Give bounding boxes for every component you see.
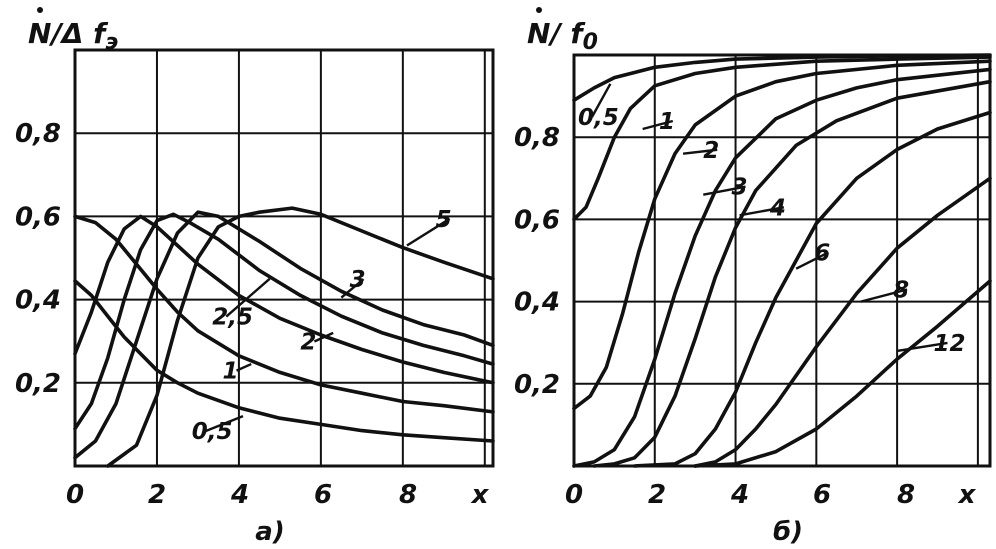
- panel-a-ylabel: N/Δ fэ: [28, 17, 118, 55]
- panel-b-ytick-label: 0,8: [514, 123, 560, 153]
- panel-a-xtick-label: 2: [148, 480, 166, 510]
- panel-a-grid: [75, 50, 493, 466]
- panel-a-curve-1: [73, 214, 495, 414]
- panel-a-curve-5: [106, 206, 495, 468]
- panel-a-leader: [225, 277, 271, 318]
- panel-b-leader: [682, 148, 718, 155]
- panel-b-curve-3: [572, 67, 992, 468]
- panel-b-curve-label: 0,5: [578, 105, 619, 131]
- panel-b-curve-2: [572, 59, 992, 411]
- panel-a-curve-3: [73, 210, 495, 460]
- panel-a-ylabel-dot: [37, 7, 43, 13]
- panel-b-curve-label: 2: [703, 138, 719, 164]
- panel-b-curve-0-5: [572, 53, 992, 102]
- panel-a-xlabel: x: [470, 480, 490, 510]
- panel-a-xtick-label: 8: [399, 480, 417, 510]
- panel-a-curve-2-5: [73, 212, 495, 431]
- panel-a-ylabel-mid: /Δ f: [48, 17, 109, 50]
- panel-b-grid: [574, 55, 990, 466]
- panel-b-leader: [703, 185, 746, 196]
- panel-b-ylabel-mid: / f: [547, 17, 586, 50]
- panel-b-leader: [795, 251, 829, 270]
- panel-b-curve-12: [693, 279, 992, 468]
- panel-b-curve-4: [592, 79, 992, 468]
- panel-b-leader: [860, 288, 908, 303]
- panel-a-curve-label: 1: [223, 359, 239, 385]
- panel-b-ylabel-main: N: [527, 17, 550, 50]
- panel-a-caption: a): [255, 517, 284, 547]
- panel-a-xtick-label: 6: [314, 480, 332, 510]
- panel-b-xtick-label: 8: [897, 480, 915, 510]
- panel-b-leader: [896, 341, 948, 353]
- panel-b-curve-1: [572, 55, 992, 222]
- panel-b-xtick-label: 2: [648, 480, 666, 510]
- panel-a-curve-label: 3: [350, 267, 366, 293]
- panel-a-ytick-label: 0,2: [15, 369, 61, 399]
- panel-a-ytick-label: 0,4: [15, 286, 61, 316]
- panel-b-ytick-label: 0,2: [514, 370, 560, 400]
- panel-a-curve-2: [73, 214, 495, 385]
- panel-b-curve-label: 4: [769, 195, 786, 221]
- panel-b-xtick-label: 6: [813, 480, 831, 510]
- panel-b-caption: б): [773, 517, 803, 547]
- panel-a-ylabel-sub: э: [105, 30, 118, 55]
- panel-a-frame: [73, 48, 495, 468]
- panel-b-ylabel: N/ f0: [527, 17, 598, 55]
- panel-a-leader: [340, 278, 365, 299]
- panel-b-xtick-label: 4: [730, 480, 749, 510]
- panel-a-leader: [236, 362, 252, 372]
- panel-b-curve-label: 12: [933, 331, 965, 357]
- panel-b-frame: [572, 53, 992, 468]
- panel-b-xtick-label: 0: [565, 480, 583, 510]
- panel-a-xtick-label: 4: [230, 480, 249, 510]
- panel-b-leader: [642, 119, 674, 131]
- panel-a-curve-label: 0,5: [192, 419, 233, 445]
- panel-a-curve-label: 5: [436, 207, 452, 233]
- panel-b-curve-label: 1: [659, 109, 675, 135]
- panel-b-ylabel-sub: 0: [583, 30, 598, 55]
- panel-a-leader: [205, 414, 244, 433]
- panel-b-curve-label: 3: [732, 175, 748, 201]
- panel-a-ylabel-main: N: [28, 17, 51, 50]
- panel-b-leader: [590, 83, 612, 118]
- panel-b-ytick-label: 0,4: [514, 288, 560, 318]
- panel-b-leader: [739, 206, 785, 217]
- panel-a-leader: [406, 217, 451, 247]
- panel-a-leader: [313, 331, 334, 343]
- panel-b-curve-label: 8: [893, 277, 909, 303]
- panel-b-curve-label: 6: [814, 241, 830, 267]
- panel-b-curve-6: [632, 110, 992, 468]
- panel-a-xtick-label: 0: [66, 480, 84, 510]
- panel-b-curve-8: [693, 176, 992, 468]
- panel-b-xlabel: x: [957, 480, 977, 510]
- panel-a-ytick-label: 0,6: [15, 202, 61, 232]
- panel-a-curve-label: 2,5: [212, 305, 253, 331]
- panel-b-ylabel-dot: [536, 7, 542, 13]
- panel-a-curve-label: 2: [300, 330, 316, 356]
- panel-b-ytick-label: 0,6: [514, 205, 560, 235]
- panel-a-chart: 0,2 0,4 0,6 0,8 0 2 4 6 8 x N/Δ fэ a) 0,5 1 2 2,5 3 5: [15, 7, 495, 547]
- panel-a-curve-0-5: [73, 279, 495, 443]
- panel-a-ytick-label: 0,8: [15, 119, 61, 149]
